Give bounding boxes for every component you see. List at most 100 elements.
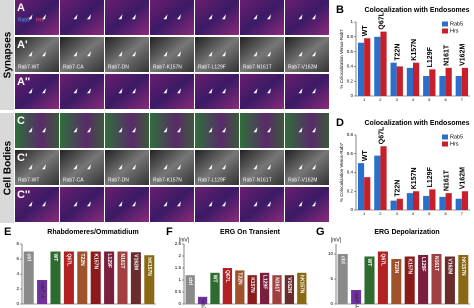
bar bbox=[458, 255, 469, 304]
arrowhead bbox=[312, 14, 316, 20]
bar bbox=[423, 195, 430, 210]
stain-label: Rab5 bbox=[18, 17, 30, 23]
arrowhead bbox=[298, 201, 303, 207]
y-tick-label: 0.2 bbox=[347, 188, 354, 193]
y-tick-label: 5 bbox=[330, 276, 333, 281]
bar bbox=[63, 251, 74, 304]
section-label: Synapses bbox=[3, 31, 14, 78]
row-label: C'' bbox=[17, 189, 31, 201]
arrowhead bbox=[267, 127, 271, 133]
column-label: Rab7-N161T bbox=[243, 64, 272, 70]
panel-letter: D bbox=[336, 117, 344, 129]
x-tick-label: Q67L bbox=[66, 254, 72, 267]
legend-label: Rab5 bbox=[450, 21, 463, 27]
arrowhead bbox=[87, 88, 91, 94]
x-tick-label: 6 bbox=[444, 97, 447, 102]
x-tick-label: WT bbox=[366, 259, 372, 267]
row-label: A'' bbox=[17, 76, 31, 88]
y-tick-label: 0.8 bbox=[347, 34, 354, 39]
arrowhead bbox=[42, 164, 46, 170]
bar bbox=[377, 251, 388, 304]
column-label: Rab7-DN bbox=[108, 64, 129, 70]
legend-label: Rab5 bbox=[450, 134, 463, 140]
x-tick-label: N161T bbox=[119, 254, 125, 269]
arrowhead bbox=[267, 164, 271, 170]
y-tick-label: 0 bbox=[350, 93, 353, 98]
y-tick-label: 0.4 bbox=[347, 64, 354, 69]
y-tick-label: 0 bbox=[16, 301, 19, 306]
bar bbox=[144, 255, 155, 304]
micrograph bbox=[15, 74, 59, 109]
bar bbox=[413, 191, 420, 210]
arrowhead bbox=[177, 127, 181, 133]
bar bbox=[357, 163, 365, 210]
column-label: Rab7-V162M bbox=[288, 64, 317, 70]
micrograph bbox=[15, 150, 59, 185]
arrowhead bbox=[208, 14, 213, 20]
y-tick-label: 0 bbox=[350, 207, 353, 212]
bar bbox=[364, 256, 375, 304]
arrowhead bbox=[312, 88, 316, 94]
bar bbox=[413, 62, 420, 96]
legend-swatch bbox=[442, 28, 448, 34]
column-label: Rab7-WT bbox=[18, 64, 39, 70]
micrograph bbox=[60, 37, 104, 72]
micrograph bbox=[105, 0, 149, 35]
arrowhead bbox=[132, 88, 136, 94]
bar bbox=[455, 198, 462, 210]
arrowhead bbox=[132, 201, 136, 207]
micrograph bbox=[15, 37, 59, 72]
micrograph-grid: A A' Rab7-WT Rab7-CA Rab7-DN Rab7-K157N Rab7-L… bbox=[15, 0, 329, 222]
bar bbox=[444, 256, 455, 304]
bar bbox=[185, 275, 195, 304]
x-tick-label: N161T bbox=[433, 256, 439, 271]
x-tick-label: 6 bbox=[444, 211, 447, 216]
legend-swatch bbox=[442, 21, 448, 27]
bar bbox=[455, 76, 462, 96]
arrowhead bbox=[222, 14, 226, 20]
arrowhead bbox=[28, 51, 33, 57]
x-tick-label: Q67L bbox=[380, 254, 386, 267]
bar bbox=[210, 272, 220, 304]
bar-label: T22N bbox=[395, 44, 402, 61]
row-label: C bbox=[17, 115, 25, 127]
micrograph bbox=[15, 187, 59, 222]
micrograph bbox=[285, 187, 329, 222]
bar bbox=[130, 252, 141, 304]
micrograph bbox=[150, 37, 194, 72]
arrowhead bbox=[253, 201, 258, 207]
micrograph bbox=[195, 37, 239, 72]
arrowhead bbox=[163, 14, 168, 20]
bar-label: L129F bbox=[427, 46, 434, 67]
arrowhead bbox=[298, 164, 303, 170]
y-tick-label: 2 bbox=[16, 286, 19, 291]
micrograph bbox=[15, 0, 59, 35]
micrograph bbox=[60, 74, 104, 109]
x-tick-label: 5 bbox=[428, 211, 431, 216]
micrograph bbox=[240, 187, 284, 222]
arrowhead bbox=[222, 164, 226, 170]
arrowhead bbox=[298, 127, 303, 133]
arrowhead bbox=[163, 127, 168, 133]
x-tick-label: L129F bbox=[106, 254, 112, 268]
x-tick-label: L129F bbox=[420, 257, 426, 271]
bar bbox=[77, 251, 88, 304]
micrograph bbox=[105, 74, 149, 109]
y-tick-label: 4 bbox=[16, 271, 19, 276]
bar bbox=[461, 191, 469, 210]
bar-label: N161T bbox=[443, 169, 450, 191]
arrowhead bbox=[253, 88, 258, 94]
bar bbox=[374, 36, 381, 96]
micrograph bbox=[60, 150, 104, 185]
bar bbox=[222, 268, 233, 304]
section-strip bbox=[0, 0, 14, 110]
arrowhead bbox=[87, 127, 91, 133]
x-tick-label: hK157N bbox=[146, 257, 152, 276]
micrograph bbox=[195, 187, 239, 222]
arrowhead bbox=[177, 51, 181, 57]
bar bbox=[396, 66, 403, 96]
micrograph bbox=[285, 74, 329, 109]
row-label: A' bbox=[17, 39, 28, 51]
arrowhead bbox=[73, 14, 78, 20]
legend-swatch bbox=[442, 134, 448, 140]
